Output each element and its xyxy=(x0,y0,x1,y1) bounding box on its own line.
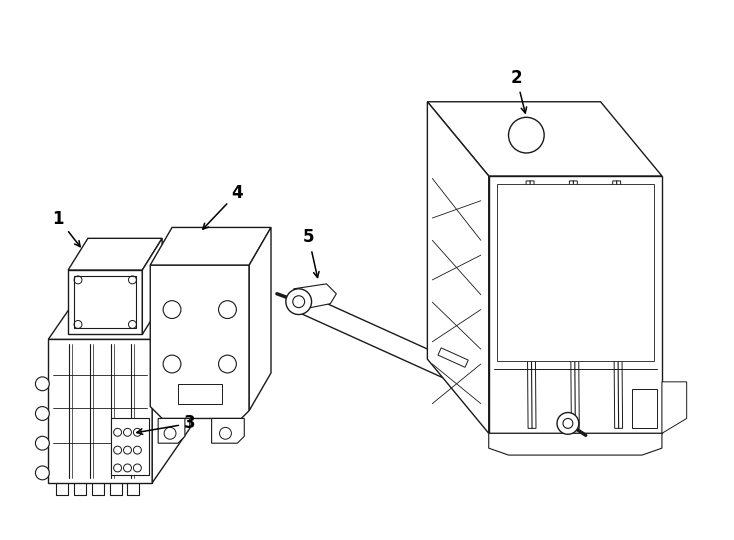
Polygon shape xyxy=(111,418,149,475)
Polygon shape xyxy=(438,348,468,367)
Polygon shape xyxy=(68,270,142,334)
Polygon shape xyxy=(150,265,250,418)
Polygon shape xyxy=(250,227,271,410)
Polygon shape xyxy=(294,293,572,433)
Polygon shape xyxy=(48,339,152,483)
Polygon shape xyxy=(489,433,662,455)
Circle shape xyxy=(35,466,49,480)
Polygon shape xyxy=(211,418,244,443)
Polygon shape xyxy=(570,181,579,428)
Circle shape xyxy=(35,377,49,391)
Text: 4: 4 xyxy=(203,184,243,229)
Circle shape xyxy=(286,289,311,314)
Text: 1: 1 xyxy=(52,210,80,247)
Polygon shape xyxy=(427,102,662,176)
Circle shape xyxy=(35,407,49,421)
Polygon shape xyxy=(48,285,190,339)
Polygon shape xyxy=(294,284,336,309)
Polygon shape xyxy=(632,389,657,428)
Polygon shape xyxy=(497,184,654,361)
Polygon shape xyxy=(427,102,489,433)
Text: 2: 2 xyxy=(511,69,526,113)
Polygon shape xyxy=(489,176,662,433)
Polygon shape xyxy=(152,285,190,483)
Polygon shape xyxy=(662,382,687,433)
Text: 3: 3 xyxy=(137,414,196,434)
Polygon shape xyxy=(68,238,162,270)
Polygon shape xyxy=(158,418,185,443)
Polygon shape xyxy=(178,384,222,403)
Polygon shape xyxy=(526,181,536,428)
Text: 5: 5 xyxy=(303,228,319,278)
Circle shape xyxy=(557,413,579,434)
Circle shape xyxy=(509,117,544,153)
Polygon shape xyxy=(142,238,162,334)
Polygon shape xyxy=(74,276,137,328)
Polygon shape xyxy=(150,227,271,265)
Circle shape xyxy=(35,436,49,450)
Polygon shape xyxy=(613,181,622,428)
